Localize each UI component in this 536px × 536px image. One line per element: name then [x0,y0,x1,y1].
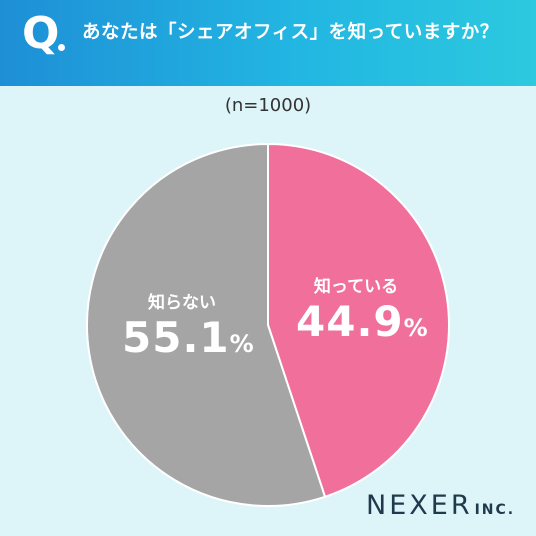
q-dot [58,44,65,51]
slice-label-know: 知っている 44.9% [296,272,428,346]
slice-unit-dont-know: % [229,330,254,358]
slice-unit-know: % [403,314,428,342]
slice-name-know: 知っている [313,277,399,297]
slice-dont-know [86,142,327,507]
logo-suffix: INC. [474,502,516,518]
logo-name: NEXER [366,490,473,521]
slice-know [267,142,450,499]
slice-name-dont-know: 知らない [148,293,216,313]
slice-label-dont-know: 知らない 55.1% [122,288,254,362]
question-text: あなたは「シェアオフィス」を知っていますか？ [82,22,499,43]
sample-size: (n=1000) [224,95,312,116]
slice-value-know: 44.9 [296,297,404,346]
q-letter: Q [22,8,60,59]
slice-value-dont-know: 55.1 [122,313,230,362]
question-header: Q あなたは「シェアオフィス」を知っていますか？ [0,0,536,86]
nexer-logo: NEXER INC. [366,490,515,521]
